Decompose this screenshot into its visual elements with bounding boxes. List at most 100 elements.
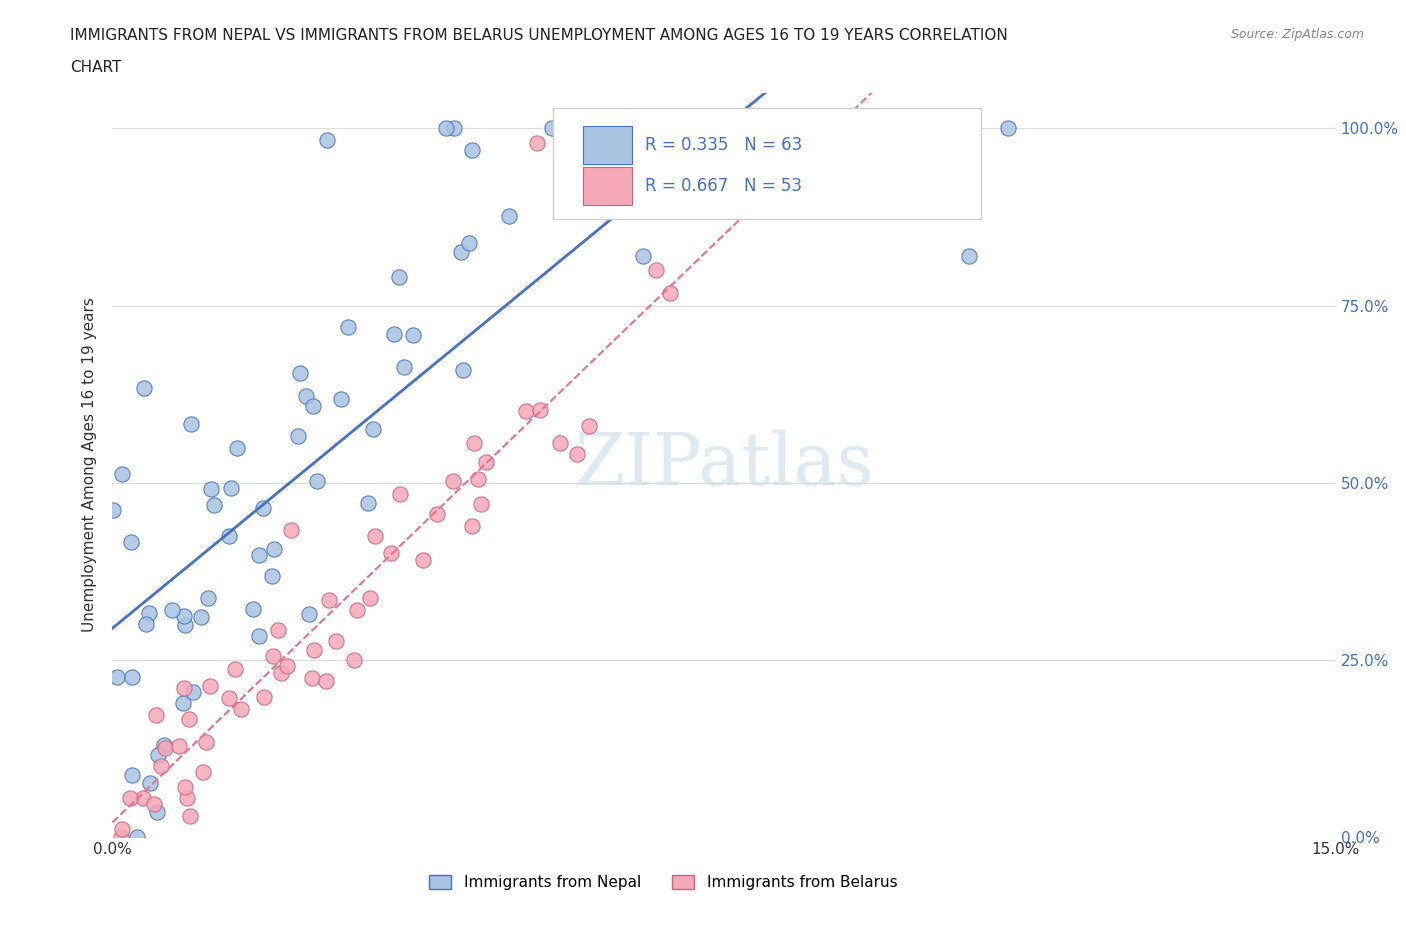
Immigrants from Nepal [181, 684, 204, 699]
Immigrants from Nepal [263, 541, 285, 556]
Immigrants from Belarus [280, 523, 302, 538]
Immigrants from Belarus [145, 708, 167, 723]
Immigrants from Nepal [103, 503, 125, 518]
Immigrants from Nepal [458, 236, 481, 251]
Immigrants from Nepal [610, 121, 633, 136]
Y-axis label: Unemployment Among Ages 16 to 19 years: Unemployment Among Ages 16 to 19 years [82, 298, 97, 632]
Immigrants from Belarus [578, 418, 600, 433]
Immigrants from Nepal [121, 767, 143, 782]
Immigrants from Belarus [110, 830, 132, 844]
Immigrants from Nepal [727, 121, 749, 136]
Immigrants from Nepal [242, 602, 264, 617]
Immigrants from Belarus [315, 674, 337, 689]
Text: ZIPatlas: ZIPatlas [574, 430, 875, 500]
Immigrants from Nepal [287, 429, 309, 444]
Immigrants from Nepal [132, 380, 155, 395]
Immigrants from Nepal [392, 360, 415, 375]
Immigrants from Nepal [540, 121, 562, 136]
Text: R = 0.335   N = 63: R = 0.335 N = 63 [644, 136, 801, 154]
Immigrants from Belarus [253, 689, 276, 704]
Immigrants from Nepal [120, 534, 142, 549]
Immigrants from Belarus [229, 701, 252, 716]
Immigrants from Nepal [173, 609, 195, 624]
Immigrants from Belarus [325, 634, 347, 649]
Immigrants from Nepal [957, 248, 980, 263]
Text: R = 0.667   N = 53: R = 0.667 N = 53 [644, 177, 801, 195]
Immigrants from Belarus [218, 690, 240, 705]
Immigrants from Belarus [118, 790, 141, 805]
Immigrants from Nepal [111, 467, 134, 482]
Immigrants from Belarus [276, 659, 298, 674]
Immigrants from Belarus [304, 643, 326, 658]
Immigrants from Nepal [252, 500, 274, 515]
Immigrants from Belarus [301, 671, 323, 685]
Immigrants from Nepal [174, 618, 197, 633]
Immigrants from Nepal [690, 121, 713, 136]
Immigrants from Belarus [174, 779, 197, 794]
Immigrants from Nepal [294, 389, 316, 404]
Immigrants from Nepal [443, 121, 465, 136]
Immigrants from Belarus [548, 436, 571, 451]
Immigrants from Belarus [426, 507, 449, 522]
Immigrants from Belarus [143, 797, 166, 812]
Immigrants from Nepal [197, 591, 219, 605]
Immigrants from Nepal [180, 417, 202, 432]
Immigrants from Belarus [659, 286, 682, 300]
Immigrants from Nepal [330, 392, 353, 407]
Immigrants from Nepal [315, 133, 337, 148]
Immigrants from Nepal [498, 208, 520, 223]
Immigrants from Belarus [526, 135, 548, 150]
Immigrants from Nepal [225, 441, 247, 456]
Immigrants from Belarus [193, 765, 215, 780]
Immigrants from Nepal [160, 603, 183, 618]
Immigrants from Belarus [463, 435, 485, 450]
Immigrants from Belarus [475, 455, 498, 470]
Immigrants from Nepal [172, 696, 194, 711]
Immigrants from Nepal [200, 482, 222, 497]
Immigrants from Nepal [288, 365, 311, 380]
Immigrants from Nepal [127, 830, 149, 844]
Immigrants from Nepal [402, 327, 425, 342]
Text: CHART: CHART [70, 60, 122, 75]
Immigrants from Nepal [138, 605, 160, 620]
Immigrants from Nepal [382, 326, 405, 341]
Immigrants from Nepal [202, 498, 225, 512]
Immigrants from Belarus [179, 809, 201, 824]
Immigrants from Nepal [361, 421, 384, 436]
Immigrants from Belarus [359, 591, 381, 605]
Immigrants from Nepal [434, 121, 457, 136]
Immigrants from Belarus [346, 603, 368, 618]
Immigrants from Nepal [139, 775, 162, 790]
Immigrants from Belarus [149, 759, 172, 774]
Immigrants from Nepal [247, 629, 270, 644]
Immigrants from Nepal [105, 670, 128, 684]
Immigrants from Belarus [515, 403, 537, 418]
Immigrants from Nepal [388, 270, 411, 285]
Immigrants from Nepal [190, 609, 212, 624]
Immigrants from Belarus [267, 623, 290, 638]
Immigrants from Belarus [380, 546, 402, 561]
Immigrants from Nepal [357, 496, 380, 511]
Immigrants from Belarus [343, 653, 366, 668]
Immigrants from Belarus [412, 552, 434, 567]
Immigrants from Belarus [318, 592, 340, 607]
Immigrants from Nepal [218, 528, 240, 543]
Immigrants from Belarus [224, 662, 246, 677]
Immigrants from Belarus [645, 262, 668, 277]
Immigrants from Nepal [146, 748, 169, 763]
Immigrants from Nepal [153, 737, 176, 752]
Immigrants from Belarus [153, 740, 176, 755]
Immigrants from Nepal [453, 363, 475, 378]
Immigrants from Belarus [441, 473, 464, 488]
Immigrants from Nepal [146, 804, 169, 819]
Immigrants from Belarus [529, 403, 551, 418]
Immigrants from Nepal [307, 473, 329, 488]
Immigrants from Nepal [631, 248, 654, 263]
Immigrants from Belarus [132, 790, 155, 805]
Immigrants from Nepal [302, 399, 325, 414]
Immigrants from Belarus [177, 711, 200, 726]
Immigrants from Belarus [470, 497, 492, 512]
Immigrants from Belarus [467, 472, 489, 486]
Immigrants from Belarus [262, 648, 284, 663]
Immigrants from Nepal [260, 569, 283, 584]
